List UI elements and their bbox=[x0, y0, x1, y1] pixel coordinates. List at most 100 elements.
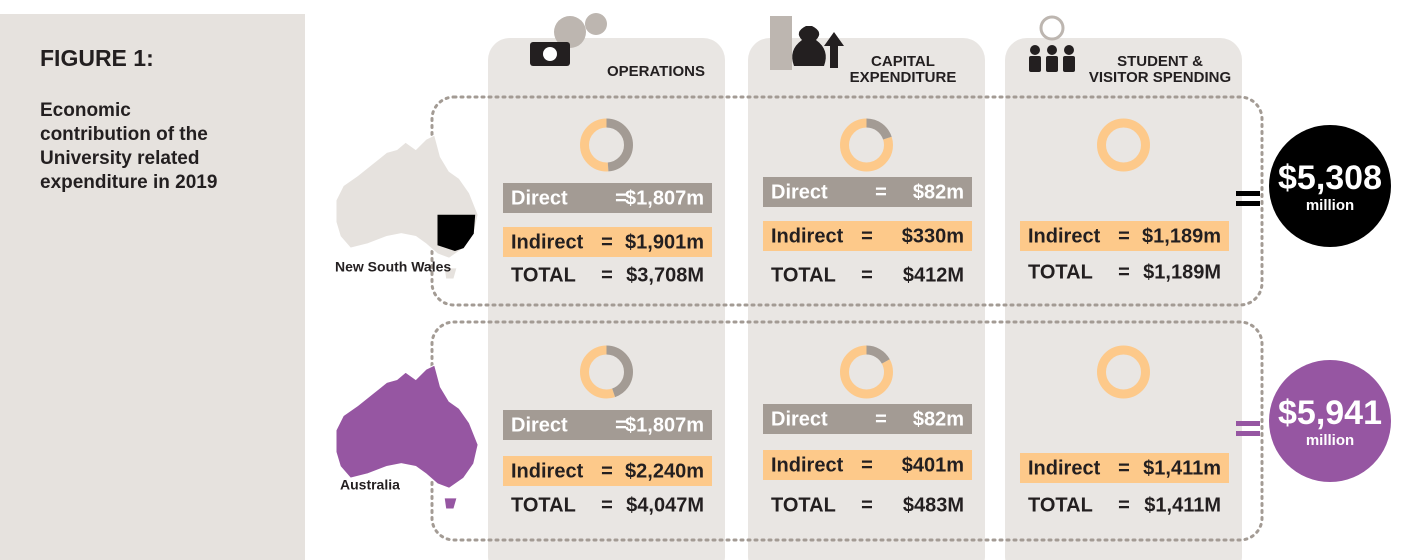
total-amount: $1,411M bbox=[1144, 494, 1221, 516]
equals-bar bbox=[1236, 191, 1260, 196]
total-unit: million bbox=[1306, 432, 1354, 449]
caption-line: contribution of the bbox=[40, 124, 208, 145]
donut bbox=[580, 118, 633, 172]
indirect-bar bbox=[763, 221, 972, 251]
column-heading: CAPITAL bbox=[871, 53, 935, 70]
indirect-label: Indirect bbox=[771, 454, 844, 476]
direct-eq: = bbox=[875, 408, 887, 430]
indirect-eq: = bbox=[861, 454, 873, 476]
donut bbox=[840, 345, 893, 399]
total-eq: = bbox=[1118, 261, 1130, 283]
total-amount: $4,047M bbox=[626, 494, 704, 516]
indirect-amount: $1,189m bbox=[1142, 225, 1221, 247]
indirect-amount: $1,411m bbox=[1143, 457, 1221, 479]
total-eq: = bbox=[861, 494, 873, 516]
indirect-label: Indirect bbox=[1028, 457, 1101, 479]
column-heading: VISITOR SPENDING bbox=[1089, 69, 1231, 86]
figure-label: FIGURE 1: bbox=[40, 45, 154, 71]
indirect-bar bbox=[1020, 221, 1229, 251]
indirect-label: Indirect bbox=[511, 231, 584, 253]
map-tasmania bbox=[444, 268, 457, 279]
total-label: TOTAL bbox=[771, 494, 836, 516]
direct-label: Direct bbox=[511, 414, 568, 436]
map-tasmania bbox=[444, 498, 457, 509]
person-head bbox=[1064, 45, 1074, 55]
total-label: TOTAL bbox=[771, 264, 836, 286]
donut-segment bbox=[580, 118, 633, 172]
indirect-eq: = bbox=[1118, 457, 1130, 479]
direct-amount: $1,807m bbox=[625, 187, 704, 209]
column-icon bbox=[770, 16, 844, 70]
direct-eq: = bbox=[615, 187, 627, 209]
donut-segment bbox=[1097, 345, 1150, 399]
direct-bar bbox=[503, 183, 712, 213]
direct-label: Direct bbox=[771, 181, 828, 203]
indirect-eq: = bbox=[601, 460, 613, 482]
donut bbox=[1097, 345, 1150, 399]
total-amount: $3,708M bbox=[626, 264, 704, 286]
gear bbox=[554, 16, 586, 48]
total-value: $5,308 bbox=[1278, 159, 1382, 197]
column-panel bbox=[748, 38, 985, 560]
indirect-amount: $330m bbox=[902, 225, 964, 247]
person-head bbox=[1047, 45, 1057, 55]
direct-eq: = bbox=[615, 414, 627, 436]
equals-bar bbox=[1236, 201, 1260, 206]
money-bag bbox=[792, 26, 826, 66]
column-panel bbox=[1005, 38, 1242, 560]
donut-segment bbox=[840, 118, 893, 172]
direct-label: Direct bbox=[511, 187, 568, 209]
person-body bbox=[1029, 56, 1041, 72]
column-heading: STUDENT & bbox=[1117, 53, 1203, 70]
caption-line: Economic bbox=[40, 100, 131, 121]
total-value: $5,941 bbox=[1278, 394, 1382, 432]
coin bbox=[1039, 15, 1065, 41]
person-body bbox=[1063, 56, 1075, 72]
caption-line: University related bbox=[40, 148, 199, 169]
donut bbox=[580, 345, 633, 399]
total-label: TOTAL bbox=[1028, 261, 1093, 283]
direct-label: Direct bbox=[771, 408, 828, 430]
direct-bar bbox=[763, 177, 972, 207]
indirect-amount: $1,901m bbox=[625, 231, 704, 253]
column-heading: OPERATIONS bbox=[607, 63, 705, 80]
total-amount: $1,189M bbox=[1143, 261, 1221, 283]
direct-bar bbox=[763, 404, 972, 434]
indirect-label: Indirect bbox=[1028, 225, 1101, 247]
indirect-bar bbox=[1020, 453, 1229, 483]
donut bbox=[1097, 118, 1150, 172]
total-circle bbox=[1269, 360, 1391, 482]
indirect-label: Indirect bbox=[511, 460, 584, 482]
donut-segment bbox=[1097, 118, 1150, 172]
direct-amount: $1,807m bbox=[625, 414, 704, 436]
equals-bar bbox=[1236, 421, 1260, 426]
map bbox=[335, 364, 479, 489]
indirect-bar bbox=[763, 450, 972, 480]
indirect-bar bbox=[503, 456, 712, 486]
direct-amount: $82m bbox=[913, 408, 964, 430]
column-icon bbox=[1029, 15, 1075, 72]
total-label: TOTAL bbox=[511, 494, 576, 516]
total-eq: = bbox=[601, 494, 613, 516]
person-head bbox=[1030, 45, 1040, 55]
total-circle bbox=[1269, 125, 1391, 247]
building bbox=[770, 16, 792, 70]
caption-line: expenditure in 2019 bbox=[40, 172, 217, 193]
direct-bar bbox=[503, 410, 712, 440]
region-name: Australia bbox=[340, 477, 400, 493]
donut-segment bbox=[840, 345, 893, 399]
side-panel bbox=[0, 14, 305, 560]
total-eq: = bbox=[1118, 494, 1130, 516]
region-name: New South Wales bbox=[335, 259, 451, 275]
total-amount: $483M bbox=[903, 494, 964, 516]
indirect-label: Indirect bbox=[771, 225, 844, 247]
column-heading: EXPENDITURE bbox=[850, 69, 957, 86]
equals-bar bbox=[1236, 431, 1260, 436]
gear bbox=[585, 13, 607, 35]
indirect-eq: = bbox=[1118, 225, 1130, 247]
coin bbox=[543, 47, 557, 61]
total-unit: million bbox=[1306, 197, 1354, 214]
map-highlight bbox=[437, 214, 476, 251]
